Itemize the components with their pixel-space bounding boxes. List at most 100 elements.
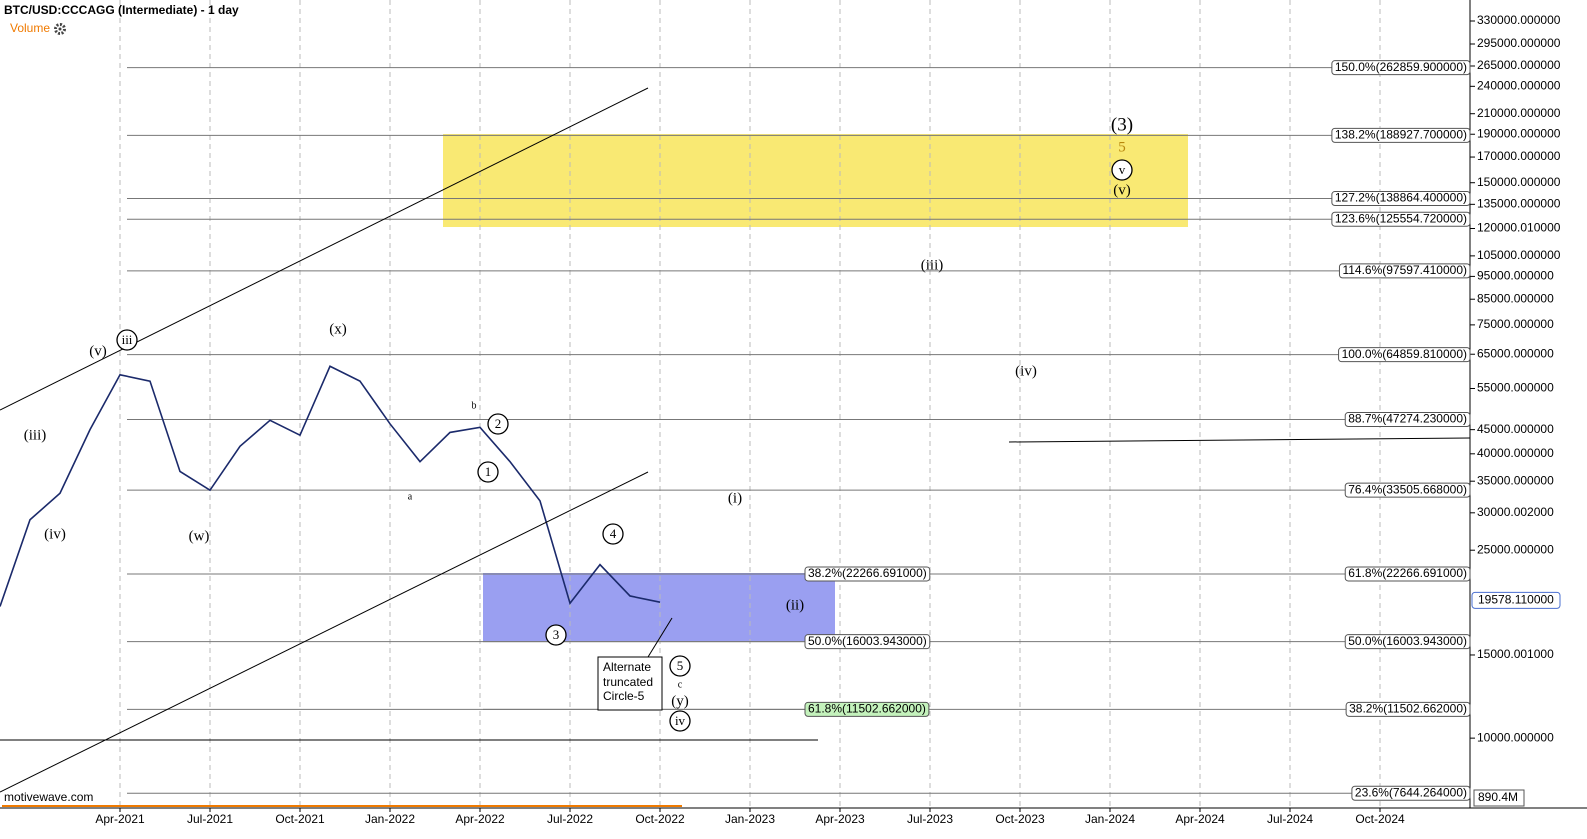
x-tick-label: Jul-2024 [1267, 812, 1313, 826]
x-tick-label: Oct-2023 [995, 812, 1045, 826]
y-tick-label: 170000.000000 [1477, 149, 1561, 163]
level-label-box [1331, 127, 1471, 143]
last-price-box [1471, 591, 1561, 609]
wave-label: (w) [189, 528, 210, 544]
wave-label: v [1119, 162, 1126, 177]
level-label-box [1344, 566, 1471, 582]
y-tick-label: 210000.000000 [1477, 106, 1561, 120]
wave-label: (iii) [24, 427, 47, 443]
wave-label: 5 [677, 658, 684, 673]
y-tick-label: 15000.001000 [1477, 647, 1554, 661]
level-label: 38.2%(22266.691000) [808, 566, 927, 580]
x-tick-label: Jan-2023 [725, 812, 775, 826]
level-label-box [804, 566, 931, 582]
wave-label: iv [675, 713, 686, 728]
wave-label: (y) [671, 693, 689, 709]
level-label-box [1331, 191, 1471, 207]
level-label-box [804, 634, 931, 650]
level-label: 100.0%(64859.810000) [1342, 347, 1467, 361]
x-tick-label: Jul-2022 [547, 812, 593, 826]
wave-circle [545, 624, 567, 646]
wave-label: (x) [329, 321, 347, 337]
wave-label: 2 [495, 416, 502, 431]
wave-label: a [408, 491, 413, 502]
y-tick-label: 105000.000000 [1477, 248, 1561, 262]
wave-label: (iii) [921, 257, 944, 273]
y-tick-label: 265000.000000 [1477, 58, 1561, 72]
y-tick-label: 75000.000000 [1477, 317, 1554, 331]
settings-icon[interactable] [54, 23, 66, 35]
chart-title: BTC/USD:CCCAGG (Intermediate) - 1 day [4, 3, 239, 17]
wave-label: 5 [1118, 139, 1126, 155]
x-tick-label: Jan-2024 [1085, 812, 1135, 826]
level-label-box [1345, 701, 1471, 717]
y-tick-label: 25000.000000 [1477, 542, 1554, 556]
level-label: 61.8%(22266.691000) [1348, 566, 1467, 580]
x-tick-label: Apr-2024 [1175, 812, 1225, 826]
wave-label: b [472, 400, 477, 411]
x-tick-label: Oct-2024 [1355, 812, 1405, 826]
callout-box [597, 656, 663, 711]
level-label-box [1344, 482, 1471, 498]
callout-text: Circle-5 [603, 689, 645, 703]
channel-line [0, 471, 649, 793]
level-label: 76.4%(33505.668000) [1348, 482, 1467, 496]
level-label: 23.6%(7644.264000) [1355, 785, 1467, 799]
level-label: 127.2%(138864.400000) [1335, 191, 1467, 205]
level-label: 114.6%(97597.410000) [1342, 263, 1467, 277]
level-label: 150.0%(262859.900000) [1335, 60, 1467, 74]
y-tick-label: 95000.000000 [1477, 269, 1554, 283]
plot [0, 0, 1470, 808]
wave-circle [1111, 159, 1133, 181]
y-tick-label: 120000.010000 [1477, 221, 1561, 235]
volume-axis-box [1473, 789, 1525, 807]
wave-circle [477, 461, 499, 483]
y-tick-label: 10000.000000 [1477, 730, 1554, 744]
callout-text: Alternate [603, 660, 651, 674]
wave-circle [669, 710, 691, 732]
level-label-box [1338, 347, 1471, 363]
wave-label: c [678, 679, 683, 690]
wave-circle [669, 655, 691, 677]
callout-text: truncated [603, 675, 653, 689]
last-price-label: 19578.110000 [1478, 593, 1554, 607]
y-tick-label: 30000.002000 [1477, 505, 1554, 519]
wave-label: (3) [1111, 114, 1133, 135]
wave-circle [116, 329, 138, 351]
channel-line [0, 87, 649, 411]
callout-pointer [647, 617, 673, 658]
y-tick-label: 45000.000000 [1477, 422, 1554, 436]
x-tick-label: Jul-2021 [187, 812, 233, 826]
wave-circle [602, 523, 624, 545]
x-tick-label: Apr-2022 [455, 812, 505, 826]
wave-label: (v) [89, 343, 107, 359]
target-zone [443, 134, 1188, 227]
level-label: 50.0%(16003.943000) [1348, 634, 1467, 648]
price-line [0, 365, 661, 607]
level-label-box [1331, 60, 1471, 76]
x-tick-label: Jul-2023 [907, 812, 953, 826]
level-label-box [1338, 263, 1471, 279]
level-label-box [804, 701, 930, 717]
x-tick-label: Oct-2022 [635, 812, 685, 826]
x-tick-label: Apr-2023 [815, 812, 865, 826]
volume-axis-label: 890.4M [1478, 790, 1518, 804]
wave-label: (iv) [1015, 363, 1037, 379]
level-label: 61.8%(11502.662000) [808, 702, 926, 716]
level-label: 50.0%(16003.943000) [808, 634, 927, 648]
wave-label: (v) [1113, 182, 1131, 198]
y-tick-label: 295000.000000 [1477, 36, 1561, 50]
level-label-box [1344, 634, 1471, 650]
x-tick-label: Apr-2021 [95, 812, 145, 826]
y-tick-label: 190000.000000 [1477, 126, 1561, 140]
y-tick-label: 150000.000000 [1477, 175, 1561, 189]
indicator-label: Volume [10, 21, 50, 35]
y-tick-label: 85000.000000 [1477, 291, 1554, 305]
level-label-box [1331, 211, 1471, 227]
level-label-box [1351, 785, 1471, 801]
y-tick-label: 40000.000000 [1477, 446, 1554, 460]
y-tick-label: 330000.000000 [1477, 13, 1561, 27]
y-tick-label: 65000.000000 [1477, 346, 1554, 360]
wave-label: 3 [553, 627, 560, 642]
